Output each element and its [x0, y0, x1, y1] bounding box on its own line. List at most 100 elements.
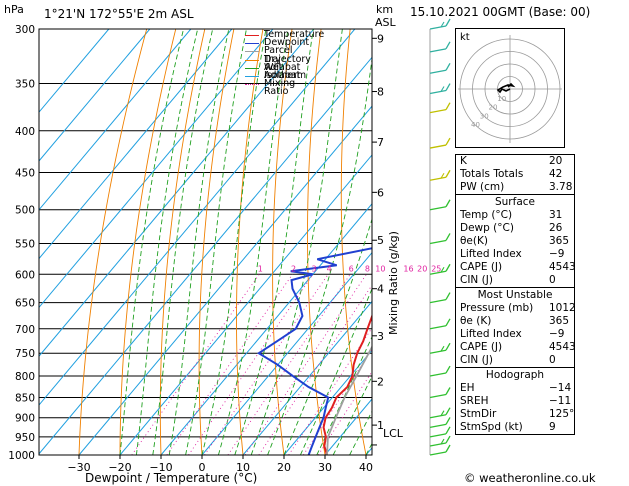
wind-barb-flag	[445, 387, 451, 395]
surface-section: Surface Temp (°C) 31 Dewp (°C) 26 θe(K) 365 Lif…	[456, 194, 576, 287]
wind-barb	[429, 206, 447, 211]
pressure-tick-label: 450	[15, 167, 35, 179]
legend-label: Parcel Trajectory	[264, 45, 311, 65]
section-title: Surface	[494, 196, 535, 208]
wind-barb	[429, 176, 447, 181]
wind-barb-flag	[445, 102, 451, 110]
section-title: Most Unstable	[477, 289, 553, 301]
wind-barb	[429, 298, 447, 304]
wet-adiabat	[135, 29, 199, 455]
wind-barb-flag	[440, 266, 445, 273]
plot-area	[39, 29, 629, 455]
mixing-ratio-label: 10	[375, 264, 385, 273]
hodograph-trace	[496, 82, 516, 94]
index-row: CAPE (J) 4543	[456, 341, 576, 354]
dry-adiabat	[236, 29, 264, 455]
index-key: CAPE (J)	[460, 261, 503, 273]
index-value: 20	[549, 155, 563, 167]
index-key: StmDir	[460, 408, 497, 420]
height-tick-label: 9	[377, 32, 384, 45]
hodograph-ring-label: 40	[471, 121, 480, 129]
temp-tick-label: 0	[199, 461, 206, 474]
isotherm-line	[39, 29, 274, 309]
dry-adiabat	[406, 29, 448, 455]
isotherm-line	[201, 251, 372, 455]
dry-adiabat	[583, 29, 629, 455]
wind-barb	[429, 349, 447, 354]
index-row: SREH −11	[456, 395, 574, 408]
wind-barb-flag	[445, 199, 451, 208]
legend-swatch	[245, 51, 259, 53]
index-key: PW (cm)	[460, 181, 505, 193]
index-row: CIN (J) 0	[456, 354, 574, 367]
wind-barb	[429, 423, 447, 429]
wind-barb-flag	[440, 21, 445, 28]
wind-barb	[429, 69, 447, 74]
plot-frame	[38, 28, 373, 456]
wet-adiabat	[234, 29, 314, 455]
isotherm-line	[39, 29, 192, 211]
mixing-ratio-line	[166, 273, 293, 455]
legend-label: Dry Adiabat	[264, 53, 301, 73]
wind-barb	[429, 393, 447, 399]
isotherm-line	[160, 203, 372, 455]
wet-adiabat	[267, 55, 372, 455]
height-tick-label: 7	[377, 136, 384, 149]
legend-label: Isotherm	[264, 69, 307, 81]
index-value: 4543	[549, 341, 576, 353]
height-tick-label: 5	[377, 234, 384, 247]
most-unstable-section: Most Unstable Pressure (mb) 1012 θe (K) 365 L…	[456, 287, 576, 367]
wind-barb-flag	[440, 345, 445, 352]
dry-adiabat	[159, 29, 206, 455]
legend-swatch	[245, 43, 259, 45]
mixing-ratio-line	[131, 273, 260, 455]
isotherm-line	[283, 349, 372, 455]
index-value: 1012	[549, 302, 576, 314]
wind-barb-flag	[445, 444, 451, 453]
wind-barb	[429, 144, 447, 149]
temp-tick-label: −30	[67, 461, 90, 474]
hodograph-ring-label: 10	[497, 95, 506, 103]
index-value: 365	[549, 315, 570, 327]
isotherm-line	[119, 154, 372, 455]
index-key: Totals Totals	[460, 168, 524, 180]
mixing-ratio-label: 1	[258, 264, 263, 273]
index-row: Lifted Index −9	[456, 328, 574, 341]
wind-barb-flag	[445, 318, 451, 327]
hodograph-section: Hodograph EH −14 SREH −11 StmDir 125° StmSpd (k…	[456, 367, 574, 434]
dry-adiabat	[198, 29, 235, 455]
mixing-ratio-line	[188, 273, 314, 455]
wind-barb-flag	[445, 342, 451, 351]
index-key: EH	[460, 382, 475, 394]
legend-label: Dewpoint	[264, 37, 310, 49]
index-key: CAPE (J)	[460, 341, 503, 353]
wet-adiabat	[185, 29, 247, 455]
index-row: CAPE (J) 4543	[456, 261, 576, 274]
pressure-tick-label: 950	[15, 432, 35, 444]
wind-barb-flag	[440, 86, 445, 92]
x-axis-label: Dewpoint / Temperature (°C)	[85, 471, 258, 485]
wet-adiabat	[299, 287, 372, 455]
wind-barb	[429, 372, 447, 377]
temp-tick-label: 10	[236, 461, 250, 474]
height-ref-label: ASL	[375, 16, 396, 29]
indices-block: K 20 Totals Totals 42 PW (cm) 3.78	[456, 155, 574, 194]
location-label: 1°21'N 172°55'E 2m ASL	[44, 7, 194, 21]
index-key: Dewp (°C)	[460, 222, 514, 234]
hodograph-panel: kt 10 20 30 40	[455, 28, 565, 148]
wind-barb-flag	[445, 435, 451, 444]
index-key: Lifted Index	[460, 248, 522, 260]
temp-tick-label: −20	[108, 461, 131, 474]
wind-barb	[429, 414, 447, 419]
index-row: Temp (°C) 31	[456, 209, 574, 222]
wind-barb	[429, 442, 447, 447]
index-row: PW (cm) 3.78	[456, 181, 574, 194]
wind-barb-flag	[440, 438, 445, 445]
dry-adiabat	[119, 29, 177, 455]
lcl-label: LCL	[383, 427, 403, 440]
wind-barb-flag	[445, 292, 451, 300]
index-value: 4543	[549, 261, 576, 273]
dry-adiabat	[78, 29, 148, 455]
wind-barb	[429, 109, 447, 114]
